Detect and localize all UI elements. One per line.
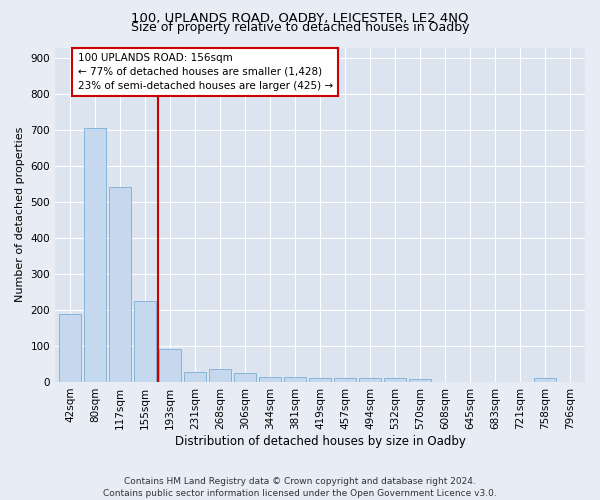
- Bar: [334, 378, 356, 382]
- Bar: [235, 374, 256, 382]
- Bar: [535, 378, 556, 382]
- Bar: [109, 186, 131, 382]
- X-axis label: Distribution of detached houses by size in Oadby: Distribution of detached houses by size …: [175, 434, 466, 448]
- Text: 100 UPLANDS ROAD: 156sqm
← 77% of detached houses are smaller (1,428)
23% of sem: 100 UPLANDS ROAD: 156sqm ← 77% of detach…: [77, 53, 332, 91]
- Text: 100, UPLANDS ROAD, OADBY, LEICESTER, LE2 4NQ: 100, UPLANDS ROAD, OADBY, LEICESTER, LE2…: [131, 12, 469, 24]
- Text: Contains HM Land Registry data © Crown copyright and database right 2024.
Contai: Contains HM Land Registry data © Crown c…: [103, 476, 497, 498]
- Bar: [409, 379, 431, 382]
- Y-axis label: Number of detached properties: Number of detached properties: [15, 127, 25, 302]
- Bar: [310, 378, 331, 382]
- Bar: [385, 378, 406, 382]
- Bar: [184, 372, 206, 382]
- Bar: [284, 378, 305, 382]
- Bar: [85, 128, 106, 382]
- Bar: [59, 314, 80, 382]
- Bar: [359, 378, 380, 382]
- Bar: [134, 301, 155, 382]
- Bar: [209, 368, 230, 382]
- Bar: [259, 376, 281, 382]
- Bar: [160, 349, 181, 382]
- Text: Size of property relative to detached houses in Oadby: Size of property relative to detached ho…: [131, 22, 469, 35]
